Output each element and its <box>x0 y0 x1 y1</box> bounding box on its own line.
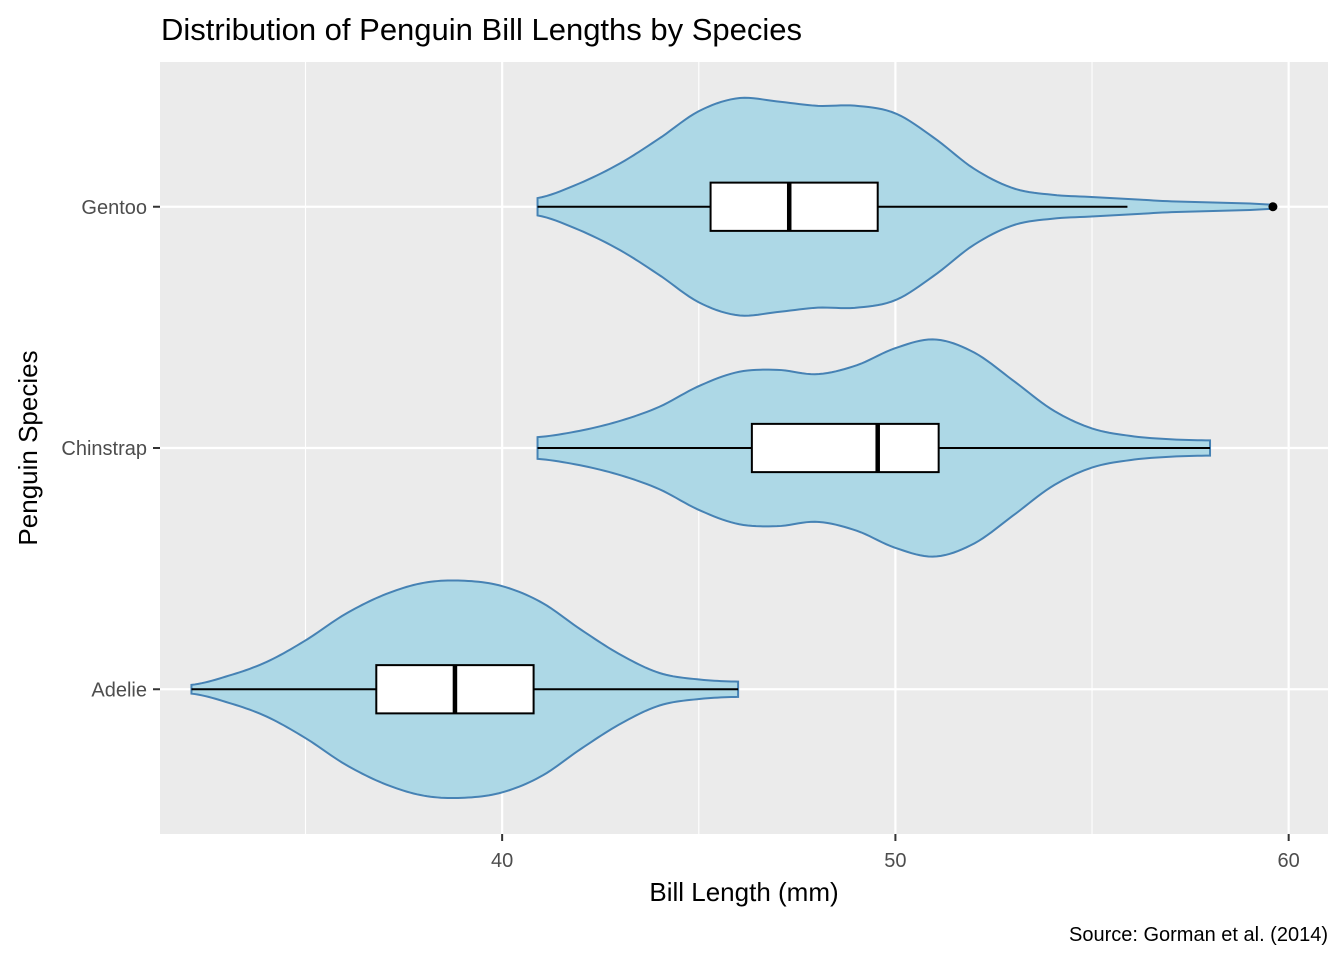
x-axis-title: Bill Length (mm) <box>649 877 838 907</box>
outlier-point <box>1268 202 1278 212</box>
box-chinstrap <box>750 422 940 474</box>
y-axis-title: Penguin Species <box>13 350 43 545</box>
axes-layer: 40 50 60 Adelie Chinstrap Gentoo <box>61 197 1299 872</box>
boxplots-layer <box>191 181 1278 715</box>
chart-title: Distribution of Penguin Bill Lengths by … <box>161 12 802 47</box>
y-tick-label: Chinstrap <box>61 438 147 460</box>
x-tick-label: 50 <box>884 850 906 872</box>
source-caption: Source: Gorman et al. (2014) <box>1069 924 1328 946</box>
y-tick-label: Adelie <box>91 679 147 701</box>
box-gentoo <box>709 181 879 232</box>
x-tick-label: 60 <box>1278 850 1300 872</box>
x-tick-label: 40 <box>491 850 513 872</box>
y-tick-label: Gentoo <box>81 197 147 219</box>
